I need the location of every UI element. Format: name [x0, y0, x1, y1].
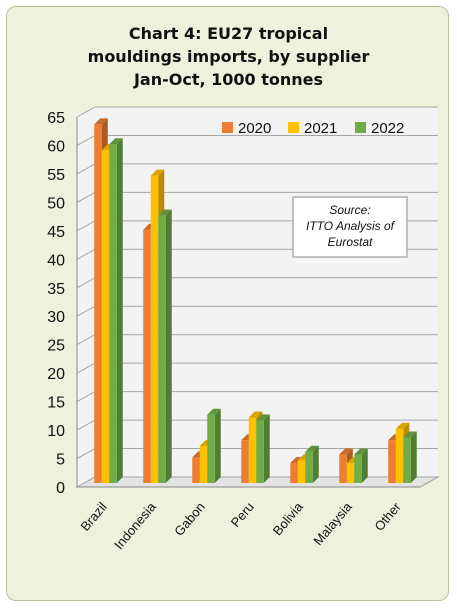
bar-front — [101, 150, 110, 483]
bar-front — [395, 428, 404, 483]
x-tick-label: Bolivia — [270, 499, 307, 539]
bar-bolivia-2022 — [305, 445, 319, 483]
bar-front — [143, 229, 151, 483]
legend-label-2022: 2022 — [371, 120, 404, 137]
bar-side — [263, 414, 270, 483]
bar-front — [388, 440, 396, 483]
bar-front — [94, 124, 102, 483]
y-tick-label: 30 — [47, 309, 65, 326]
bar-top — [150, 169, 165, 176]
x-axis-ticks: Brazil Indonesia Gabon Peru Bolivia Malaysia O… — [77, 499, 404, 552]
bar-side — [214, 408, 221, 483]
bar-top — [256, 414, 270, 421]
bar-front — [248, 417, 257, 483]
legend-label-2020: 2020 — [238, 120, 271, 137]
bar-top — [109, 138, 123, 145]
bar-indonesia-2022 — [158, 209, 172, 483]
y-tick-label: 50 — [47, 195, 65, 212]
chart-title: Chart 4: EU27 tropical mouldings imports… — [0, 22, 457, 91]
bar-top — [248, 411, 263, 418]
bar-front — [346, 463, 355, 483]
bar-malaysia-2022 — [354, 448, 368, 483]
legend-swatch-2021 — [288, 122, 299, 133]
chart-title-line-3: Jan-Oct, 1000 tonnes — [133, 70, 324, 89]
x-tick-label: Malaysia — [310, 499, 355, 549]
bar-front — [305, 451, 313, 483]
x-tick-label: Other — [371, 499, 404, 534]
legend-label-2021: 2021 — [304, 120, 337, 137]
legend: 2020 2021 2022 — [222, 120, 404, 137]
source-line-1: Source: — [329, 203, 370, 217]
x-tick-label: Brazil — [77, 499, 109, 534]
bar-front — [192, 457, 200, 483]
bar-side — [165, 209, 172, 483]
bar-top — [158, 209, 172, 216]
y-tick-label: 20 — [47, 366, 65, 383]
source-line-2: ITTO Analysis of — [306, 219, 396, 233]
x-tick-label: Indonesia — [111, 499, 159, 552]
bar-front — [256, 420, 264, 483]
y-axis-ticks: 0 5 10 15 20 25 30 35 40 45 50 55 60 65 — [47, 110, 65, 497]
y-tick-label: 45 — [47, 224, 65, 241]
bar-front — [207, 414, 215, 483]
bar-side — [312, 445, 319, 483]
bar-front — [199, 446, 208, 483]
legend-swatch-2020 — [222, 122, 233, 133]
y-tick-label: 40 — [47, 252, 65, 269]
bar-top — [207, 408, 221, 415]
source-annotation: Source: ITTO Analysis of Eurostat — [292, 196, 408, 258]
y-tick-label: 35 — [47, 281, 65, 298]
bar-front — [241, 440, 249, 483]
bar-top — [94, 118, 108, 125]
y-tick-label: 55 — [47, 167, 65, 184]
bar-peru-2022 — [256, 414, 270, 483]
bar-brazil-2022 — [109, 138, 123, 484]
bar-side — [410, 431, 417, 483]
source-box — [292, 196, 408, 258]
chart-title-line-2: mouldings imports, by supplier — [87, 47, 370, 66]
bar-front — [150, 175, 159, 483]
bar-front — [354, 454, 362, 483]
bar-front — [297, 460, 306, 483]
y-tick-label: 5 — [56, 452, 65, 469]
bar-top — [305, 445, 319, 452]
y-tick-label: 10 — [47, 423, 65, 440]
legend-swatch-2022 — [355, 122, 366, 133]
bar-front — [109, 144, 117, 484]
bar-front — [158, 215, 166, 483]
bar-other-2022 — [403, 431, 417, 483]
bar-front — [339, 454, 347, 483]
grid-line — [76, 106, 438, 118]
bars — [94, 118, 417, 484]
y-tick-label: 65 — [47, 110, 65, 127]
x-tick-label: Peru — [228, 499, 257, 530]
bar-front — [403, 437, 411, 483]
bar-top — [403, 431, 417, 438]
y-tick-label: 25 — [47, 338, 65, 355]
bar-top — [354, 448, 368, 455]
bar-top — [395, 422, 410, 429]
chart-title-line-1: Chart 4: EU27 tropical — [128, 24, 329, 43]
x-tick-label: Gabon — [171, 499, 208, 539]
bar-front — [290, 463, 298, 483]
y-tick-label: 0 — [56, 480, 65, 497]
bar-side — [116, 138, 123, 484]
y-tick-label: 15 — [47, 395, 65, 412]
bar-side — [361, 448, 368, 483]
y-tick-label: 60 — [47, 138, 65, 155]
source-line-3: Eurostat — [328, 235, 373, 249]
bar-top — [339, 448, 353, 455]
bar-gabon-2022 — [207, 408, 221, 483]
